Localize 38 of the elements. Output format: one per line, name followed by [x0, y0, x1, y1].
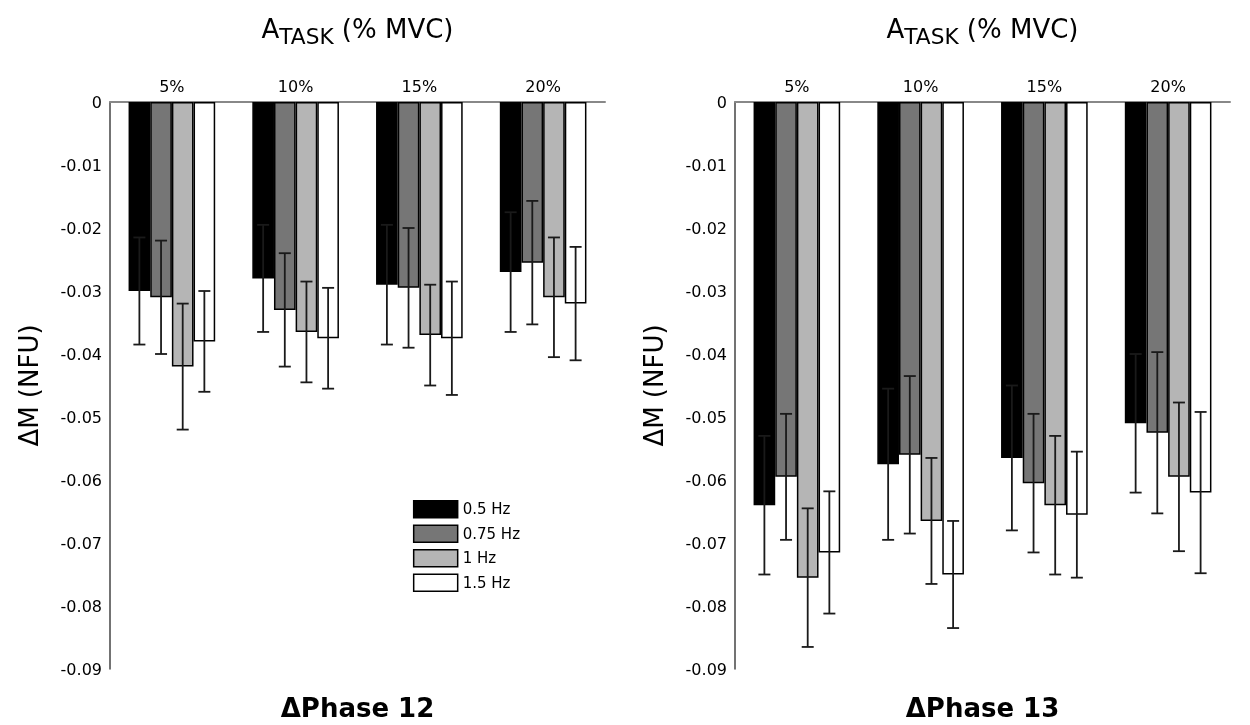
x-axis-title: A$_{TASK}$ (% MVC)	[885, 14, 1080, 50]
y-tick-label: -0.09	[60, 659, 102, 679]
y-tick-label: -0.07	[685, 533, 727, 553]
y-axis-title: ΔM (NFU)	[639, 324, 669, 447]
y-tick-label: -0.02	[60, 218, 102, 238]
y-tick-label: -0.06	[685, 470, 727, 490]
y-tick-label: 0	[716, 92, 727, 112]
legend-label: 0.5 Hz	[462, 500, 511, 519]
y-tick-label: -0.02	[685, 218, 727, 238]
y-tick-label: -0.01	[685, 155, 727, 175]
y-tick-label: -0.04	[60, 344, 102, 364]
legend-label: 0.75 Hz	[462, 524, 521, 543]
y-tick-label: -0.08	[60, 596, 102, 616]
x-tick-label: 5%	[159, 76, 185, 96]
x-tick-label: 5%	[784, 76, 810, 96]
x-tick-label: 20%	[525, 76, 561, 96]
legend-label: 1.5 Hz	[462, 573, 511, 592]
x-tick-label: 15%	[401, 76, 438, 96]
y-axis-title: ΔM (NFU)	[14, 324, 44, 447]
x-tick-label: 10%	[277, 76, 314, 96]
x-tick-label: 15%	[1026, 76, 1063, 96]
text: ΔPhase 12	[279, 693, 436, 723]
y-tick-label: -0.07	[60, 533, 102, 553]
y-tick-label: -0.03	[685, 281, 727, 301]
x-axis-title: A$_{TASK}$ (% MVC)	[260, 14, 455, 50]
y-tick-label: -0.05	[685, 407, 727, 427]
legend-label: 1 Hz	[462, 549, 497, 568]
y-tick-label: -0.03	[60, 281, 102, 301]
y-tick-label: -0.08	[685, 596, 727, 616]
text: ΔPhase 13	[904, 693, 1061, 723]
y-tick-label: 0	[91, 92, 102, 112]
y-tick-label: -0.09	[685, 659, 727, 679]
x-tick-label: 20%	[1150, 76, 1186, 96]
y-tick-label: -0.06	[60, 470, 102, 490]
y-tick-label: -0.04	[685, 344, 727, 364]
x-tick-label: 10%	[902, 76, 939, 96]
y-tick-label: -0.01	[60, 155, 102, 175]
y-tick-label: -0.05	[60, 407, 102, 427]
